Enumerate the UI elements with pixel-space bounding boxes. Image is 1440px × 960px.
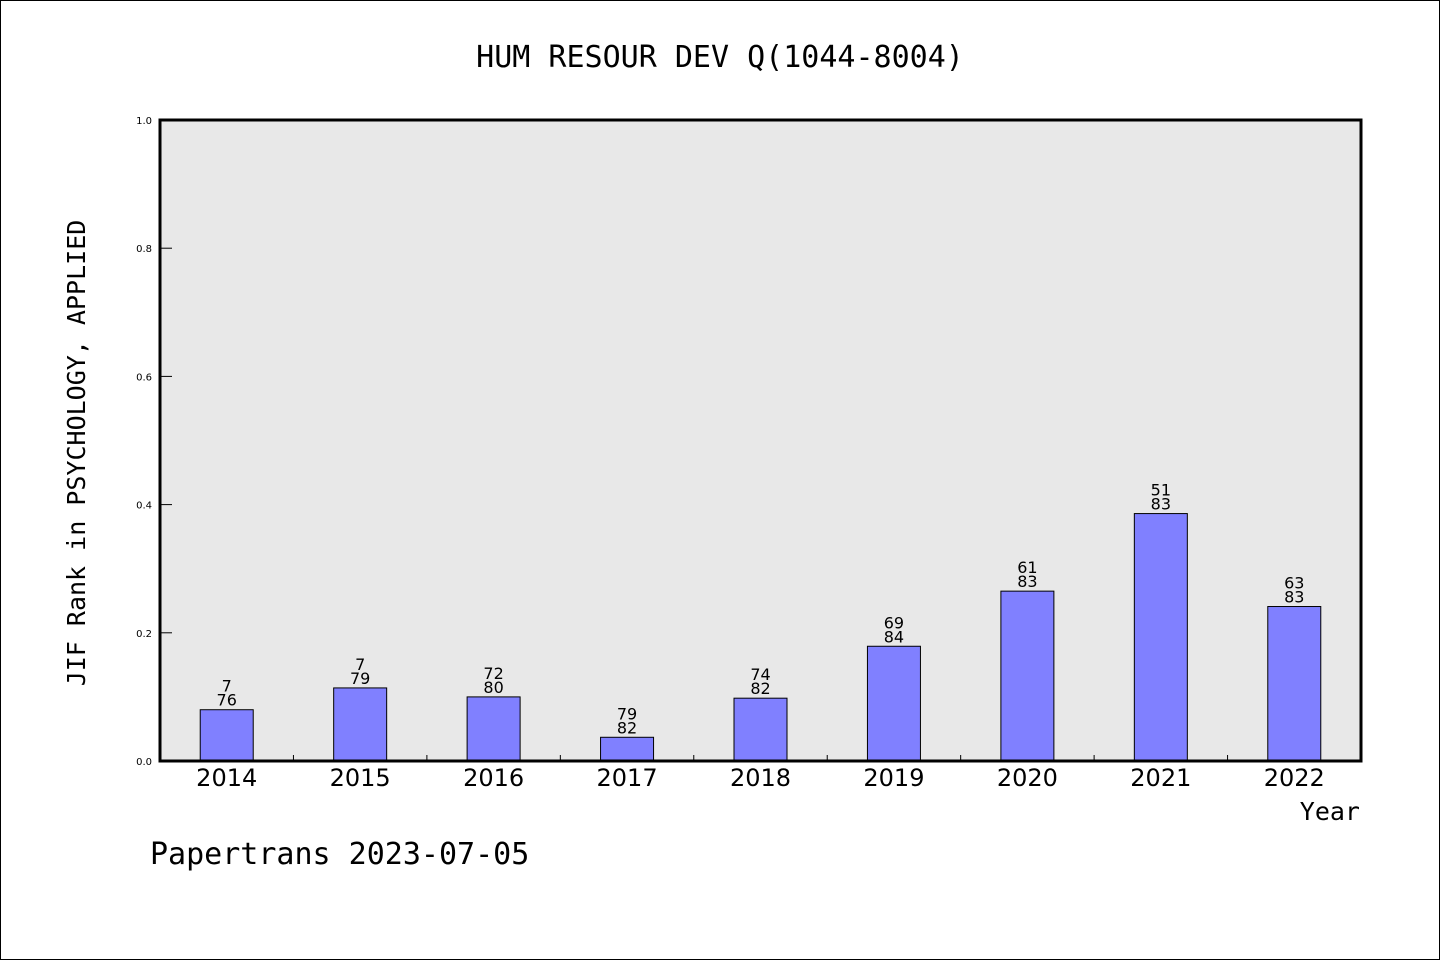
bar-2017 <box>600 736 655 762</box>
x-tick-label: 2020 <box>997 764 1058 792</box>
bar-rank-label: 51 <box>1151 481 1171 500</box>
watermark-text: Papertrans 2023-07-05 <box>150 837 529 872</box>
bar-2014 <box>199 709 254 762</box>
bar-total-label: 83 <box>1151 495 1171 514</box>
x-tick-label: 2014 <box>196 764 257 792</box>
bar-total-label: 82 <box>617 718 637 737</box>
y-tick-label: 0.0 <box>136 757 152 768</box>
bar-2022 <box>1267 606 1322 762</box>
bar-2015 <box>333 687 388 762</box>
bar-rank-label: 74 <box>750 665 770 684</box>
bar-rank-label: 79 <box>617 704 637 723</box>
y-tick-label: 0.6 <box>136 372 152 383</box>
x-tick-label: 2018 <box>730 764 791 792</box>
bar-rank-label: 72 <box>483 664 503 683</box>
bar-total-label: 76 <box>217 691 237 710</box>
y-axis-title: JIF Rank in PSYCHOLOGY, APPLIED <box>62 220 91 687</box>
bar-rank-label: 7 <box>222 677 232 696</box>
bar-2016 <box>466 696 521 762</box>
bar-total-label: 83 <box>1284 588 1304 607</box>
y-tick-label: 0.2 <box>136 629 152 640</box>
bar-rank-label: 7 <box>355 655 365 674</box>
bar-2021 <box>1133 513 1188 762</box>
x-tick-label: 2021 <box>1130 764 1191 792</box>
x-axis-title: Year <box>1300 797 1360 826</box>
bar-rank-label: 63 <box>1284 574 1304 593</box>
bar-2018 <box>733 697 788 762</box>
bar-total-label: 79 <box>350 669 370 688</box>
x-tick-label: 2016 <box>463 764 524 792</box>
y-tick-label: 0.8 <box>136 244 152 255</box>
y-tick-label: 0.4 <box>136 501 152 512</box>
chart-title: HUM RESOUR DEV Q(1044-8004) <box>476 40 964 75</box>
bar-total-label: 84 <box>884 627 904 646</box>
bar-rank-label: 69 <box>884 613 904 632</box>
bar-rank-label: 61 <box>1017 558 1037 577</box>
bar-2020 <box>1000 590 1055 762</box>
bar-total-label: 83 <box>1017 572 1037 591</box>
plot-border <box>158 118 1363 763</box>
bar-total-label: 82 <box>750 679 770 698</box>
bar-2019 <box>866 645 921 762</box>
x-axis-ticks: 2014 2015 2016 2017 2018 2019 2020 2021 2022 <box>196 755 1325 792</box>
x-tick-label: 2017 <box>597 764 658 792</box>
y-tick-label: 1.0 <box>136 116 152 127</box>
x-tick-label: 2019 <box>863 764 924 792</box>
x-tick-label: 2015 <box>330 764 391 792</box>
bar-total-label: 80 <box>483 678 503 697</box>
x-tick-label: 2022 <box>1264 764 1325 792</box>
